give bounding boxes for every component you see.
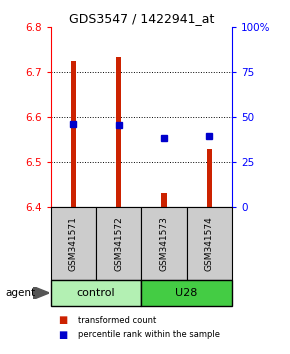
Text: GSM341572: GSM341572	[114, 216, 123, 271]
Text: agent: agent	[6, 288, 36, 298]
Polygon shape	[33, 287, 49, 299]
Bar	[161, 193, 167, 207]
Text: ■: ■	[58, 330, 67, 339]
Text: GSM341574: GSM341574	[205, 216, 214, 271]
Text: percentile rank within the sample: percentile rank within the sample	[78, 330, 220, 339]
Bar	[71, 61, 76, 207]
Text: GSM341573: GSM341573	[160, 216, 168, 271]
Bar	[116, 57, 122, 207]
Text: ■: ■	[58, 315, 67, 325]
Text: GSM341571: GSM341571	[69, 216, 78, 271]
Bar	[206, 149, 212, 207]
Title: GDS3547 / 1422941_at: GDS3547 / 1422941_at	[69, 12, 214, 25]
Text: control: control	[77, 288, 115, 298]
Text: transformed count: transformed count	[78, 316, 157, 325]
Text: U28: U28	[175, 288, 198, 298]
